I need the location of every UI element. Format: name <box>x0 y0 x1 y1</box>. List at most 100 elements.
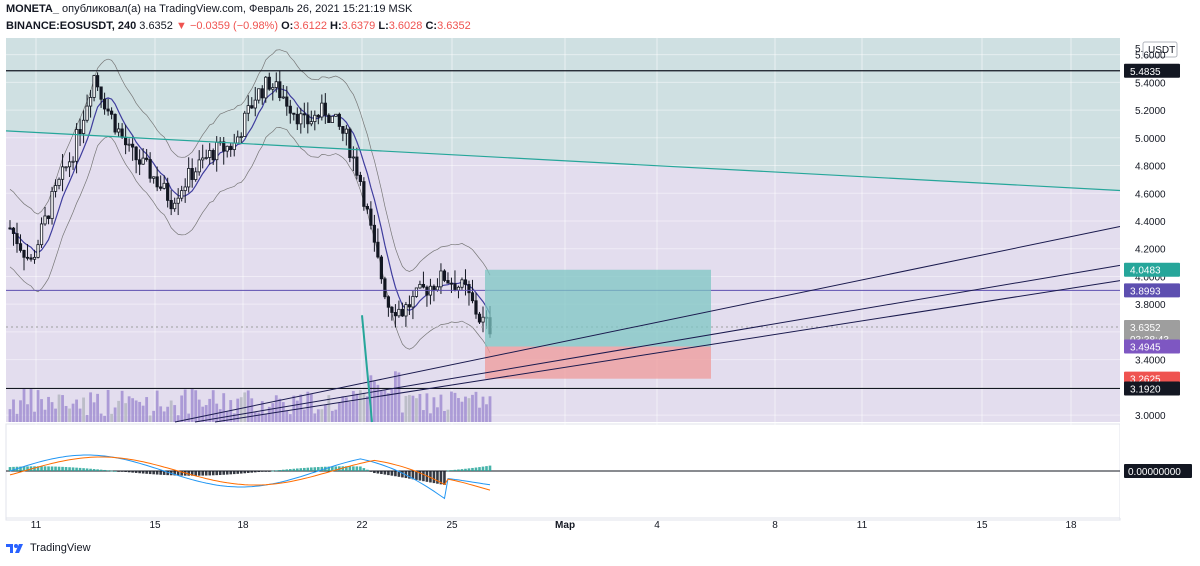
macd-histogram-bar <box>50 466 54 471</box>
volume-bar <box>127 396 131 422</box>
y-tick-label: 5.0000 <box>1135 134 1166 145</box>
tradingview-logo[interactable]: TradingView <box>6 542 91 554</box>
volume-bar <box>218 409 222 422</box>
candle-body <box>341 126 345 134</box>
volume-bar <box>365 396 369 422</box>
volume-bar <box>232 413 236 422</box>
candle-body <box>264 76 268 99</box>
candle-body <box>404 304 408 317</box>
volume-bar <box>201 406 205 422</box>
macd-histogram-bar <box>57 466 61 471</box>
volume-bar <box>295 400 299 422</box>
macd-histogram-bar <box>418 471 422 481</box>
candle-body <box>274 81 278 88</box>
macd-histogram-bar <box>345 466 348 471</box>
volume-bar <box>229 400 233 422</box>
volume-bar <box>96 393 99 422</box>
candle-body <box>173 202 177 210</box>
macd-histogram-bar <box>366 469 369 471</box>
volume-bar <box>302 409 306 422</box>
y-tick-label: 4.4000 <box>1135 217 1166 228</box>
volume-bar <box>355 393 359 422</box>
candle-body <box>53 185 58 192</box>
price-tag-label: 4.0483 <box>1130 266 1161 277</box>
macd-histogram-bar <box>460 469 464 471</box>
volume-bar <box>117 400 121 422</box>
candle-body <box>246 105 250 114</box>
macd-histogram-bar <box>61 466 64 471</box>
macd-histogram-bar <box>92 469 96 471</box>
tradingview-brand: TradingView <box>30 542 91 554</box>
price-tag-label: 3.1920 <box>1130 384 1161 395</box>
macd-histogram-bar <box>292 468 296 471</box>
macd-histogram-bar <box>422 471 425 482</box>
macd-histogram-bar <box>253 471 257 473</box>
upper-zone <box>6 38 1120 191</box>
volume-bar <box>169 400 173 422</box>
macd-histogram-bar <box>64 467 68 471</box>
volume-bar <box>443 410 446 422</box>
volume-bar <box>285 410 289 422</box>
macd-line <box>9 454 491 500</box>
candle-body <box>222 141 226 152</box>
price-tag-label: 5.4835 <box>1130 67 1161 78</box>
volume-bar <box>278 398 282 422</box>
low-value: 3.6028 <box>388 20 423 32</box>
volume-bar <box>222 393 226 422</box>
macd-histogram-bar <box>303 467 306 471</box>
candle-body <box>50 190 54 219</box>
macd-histogram-bar <box>40 466 43 471</box>
volume-bar <box>57 394 61 422</box>
macd-histogram-bar <box>281 469 285 471</box>
volume-bar <box>253 411 257 422</box>
macd-histogram-bar <box>211 471 215 476</box>
macd-histogram-bar <box>457 469 460 471</box>
macd-histogram-bar <box>232 471 236 475</box>
volume-bar <box>208 398 212 422</box>
candle-body <box>474 300 478 315</box>
candle-body <box>124 136 128 146</box>
candle-body <box>176 197 180 204</box>
macd-histogram-bar <box>36 466 40 471</box>
macd-histogram-bar <box>408 471 411 479</box>
candle-body <box>102 98 107 110</box>
macd-histogram-bar <box>327 466 331 471</box>
macd-histogram-bar <box>194 471 197 476</box>
volume-bar <box>457 398 460 422</box>
volume-bar <box>288 414 292 422</box>
candle-body <box>95 75 100 88</box>
y-tick-label: 3.8000 <box>1135 300 1166 311</box>
macd-histogram-bar <box>68 467 71 471</box>
y-tick-label: 4.0000 <box>1135 272 1166 283</box>
x-tick-label: 15 <box>976 520 988 531</box>
volume-bar <box>204 405 208 422</box>
macd-histogram-bar <box>208 471 212 476</box>
macd-histogram-bar <box>47 466 50 471</box>
support-trendline-1 <box>174 226 1121 423</box>
volume-bar <box>334 409 338 422</box>
candle-body <box>32 256 37 260</box>
volume-bar <box>155 390 159 422</box>
volume-bar <box>327 395 331 422</box>
chart-title-line: MONETA_ опубликовал(а) на TradingView.co… <box>6 3 412 15</box>
volume-bar <box>488 396 492 422</box>
volume-bar <box>390 388 394 422</box>
candle-body <box>110 110 114 115</box>
candle-body <box>435 286 440 291</box>
volume-bar <box>316 409 320 422</box>
macd-histogram-bar <box>138 471 141 474</box>
open-value: 3.6122 <box>293 20 327 32</box>
macd-histogram-bar <box>113 470 117 472</box>
candle-body <box>166 182 170 201</box>
macd-histogram-bar <box>110 470 113 472</box>
volume-bar <box>372 381 376 422</box>
candle-body <box>313 114 317 122</box>
macd-histogram-bar <box>180 471 183 476</box>
volume-bar <box>134 400 138 422</box>
candle-body <box>278 81 282 98</box>
price-change: −0.0359 (−0.98%) <box>189 20 279 32</box>
macd-histogram-bar <box>187 471 190 476</box>
macd-histogram-bar <box>478 467 481 471</box>
candle-body <box>292 112 296 115</box>
